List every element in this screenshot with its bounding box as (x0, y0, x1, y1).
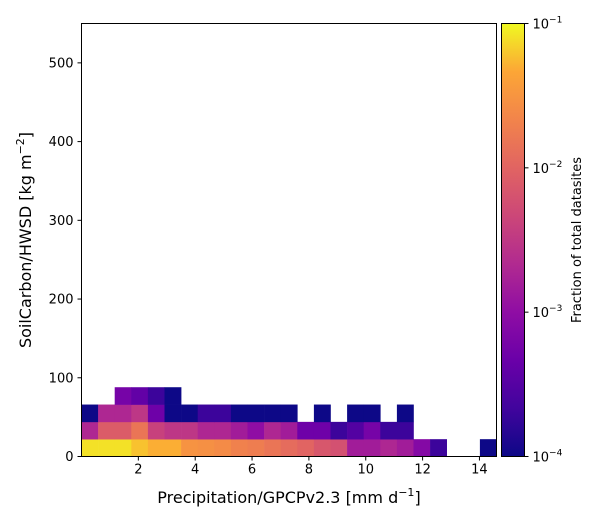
x-axis-ticks: 2 4 6 8 10 12 14 (134, 456, 488, 478)
colorbar (501, 23, 525, 457)
heatmap-cell (264, 404, 281, 423)
heatmap-cell (479, 439, 497, 457)
heatmap-cell (396, 404, 414, 423)
heatmap-cell (197, 404, 215, 423)
y-tick-label: 400 (49, 135, 74, 150)
y-tick-label: 0 (65, 450, 73, 465)
heatmap-cell (164, 421, 182, 440)
heatmap-cell (131, 421, 149, 440)
heatmap-cell (230, 421, 248, 440)
heatmap-cell (164, 439, 182, 457)
heatmap-cell (131, 387, 149, 405)
heatmap-cell (313, 404, 331, 423)
heatmap-cell (280, 439, 298, 457)
heatmap-cell (98, 439, 115, 457)
heatmap-cell (181, 421, 198, 440)
heatmap-cell (280, 404, 298, 423)
x-axis-label: Precipitation/GPCPv2.3 [mm d−1] (157, 486, 420, 507)
heatmap-cell (147, 421, 165, 440)
heatmap-cell (380, 421, 398, 440)
x-tick-label: 12 (414, 463, 431, 478)
heatmap-cell (280, 421, 298, 440)
heatmap-cell (131, 439, 149, 457)
heatmap-cell (147, 404, 165, 423)
colorbar-tick-label: 10−1 (533, 16, 563, 33)
heatmap-cell (114, 387, 132, 405)
heatmap-cell (313, 421, 331, 440)
heatmap-cell (147, 387, 165, 405)
heatmap-cell (181, 439, 198, 457)
heatmap-cell (363, 404, 381, 423)
heatmap-cell (297, 439, 315, 457)
heatmap-cell (147, 439, 165, 457)
heatmap-cell (396, 439, 414, 457)
heatmap-cell (413, 439, 431, 457)
heatmap-cell (247, 439, 265, 457)
x-tick-label: 10 (357, 463, 374, 478)
heatmap-cell (197, 421, 215, 440)
heatmap-cell (214, 439, 232, 457)
heatmap-cell (330, 439, 348, 457)
colorbar-tick-label: 10−4 (533, 449, 563, 466)
heatmap-cell (247, 404, 265, 423)
colorbar-ticks: 10−1 10−2 10−3 10−4 (524, 16, 563, 466)
heatmap-cell (330, 421, 348, 440)
y-tick-label: 100 (49, 371, 74, 386)
heatmap-cell (380, 439, 398, 457)
y-axis-ticks: 0 100 200 300 400 500 (49, 56, 82, 465)
heatmap-cell (214, 404, 232, 423)
colorbar-tick-label: 10−2 (533, 160, 563, 177)
x-tick-label: 6 (248, 463, 256, 478)
x-tick-label: 2 (134, 463, 142, 478)
heatmap-cell (230, 404, 248, 423)
x-tick-label: 14 (471, 463, 488, 478)
heatmap-cell (81, 439, 99, 457)
x-tick-label: 8 (305, 463, 313, 478)
heatmap-cell (197, 439, 215, 457)
y-tick-label: 500 (49, 56, 74, 71)
heatmap-cell (363, 439, 381, 457)
heatmap-cell (131, 404, 149, 423)
heatmap-cell (114, 439, 132, 457)
heatmap-cell (363, 421, 381, 440)
heatmap-cell (396, 421, 414, 440)
heatmap-cell (81, 421, 99, 440)
heatmap-cell (347, 404, 364, 423)
heatmap-cell (98, 404, 115, 423)
heatmap-cell (214, 421, 232, 440)
heatmap-cell (164, 387, 182, 405)
heatmap-cell (347, 439, 364, 457)
colorbar-tick-label: 10−3 (533, 304, 563, 321)
heatmap-cell (313, 439, 331, 457)
y-axis-label: SoilCarbon/HWSD [kg m−2] (14, 132, 35, 348)
heatmap-cells (81, 387, 497, 457)
heatmap-cell (181, 404, 198, 423)
heatmap-cell (264, 421, 281, 440)
y-tick-label: 300 (49, 214, 74, 229)
heatmap-cell (347, 421, 364, 440)
heatmap-cell (264, 439, 281, 457)
heatmap-cell (297, 421, 315, 440)
heatmap-cell (81, 404, 99, 423)
colorbar-label: Fraction of total datasites (570, 157, 585, 323)
heatmap-cell (230, 439, 248, 457)
y-tick-label: 200 (49, 293, 74, 308)
heatmap-cell (114, 421, 132, 440)
heatmap-cell (430, 439, 447, 457)
heatmap-cell (164, 404, 182, 423)
plot-frame (81, 23, 497, 457)
x-tick-label: 4 (191, 463, 199, 478)
heatmap-cell (247, 421, 265, 440)
heatmap-cell (114, 404, 132, 423)
heatmap-cell (98, 421, 115, 440)
